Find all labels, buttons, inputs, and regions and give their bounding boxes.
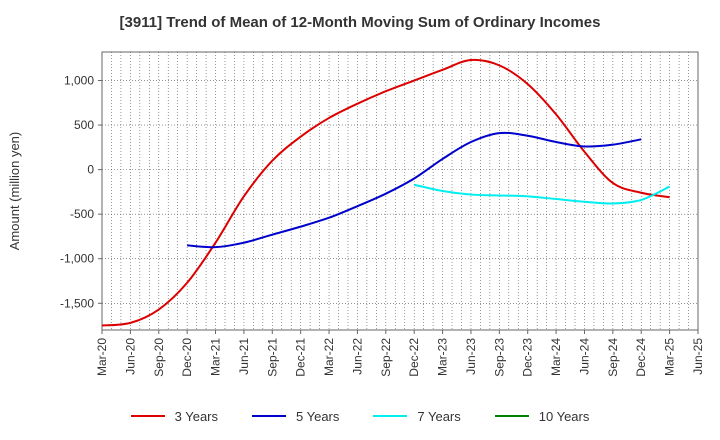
- y-tick-label: -1,000: [60, 252, 94, 266]
- x-tick-label: Sep-24: [606, 338, 620, 377]
- x-tick-label: Jun-20: [123, 338, 137, 375]
- y-axis-label: Amount (million yen): [7, 132, 22, 251]
- x-tick-label: Sep-21: [265, 338, 279, 377]
- x-tick-label: Dec-20: [180, 338, 194, 377]
- x-axis-ticks: Mar-20 Jun-20 Sep-20 Dec-20 Mar-21 Jun-21 Sep-…: [95, 330, 705, 377]
- x-tick-label: Mar-20: [95, 338, 109, 376]
- series-lines: [101, 58, 671, 327]
- x-tick-label: Dec-23: [521, 338, 535, 377]
- plot-area-frame: [101, 51, 699, 331]
- legend-label: 10 Years: [538, 408, 590, 424]
- legend-label: 3 Years: [174, 408, 218, 424]
- x-tick-label: Sep-22: [379, 338, 393, 377]
- x-tick-label: Dec-24: [634, 338, 648, 377]
- x-tick-label: Mar-21: [209, 338, 223, 376]
- y-tick-label: -1,500: [60, 296, 94, 310]
- x-tick-label: Mar-23: [436, 338, 450, 376]
- x-tick-label: Jun-23: [464, 338, 478, 375]
- x-tick-label: Mar-22: [322, 338, 336, 376]
- y-tick-label: 0: [87, 163, 94, 177]
- x-tick-label: Mar-24: [549, 338, 563, 376]
- series-line-5-years: [187, 131, 642, 249]
- x-tick-label: Sep-20: [152, 338, 166, 377]
- legend-swatch: [130, 415, 165, 417]
- x-tick-label: Jun-24: [577, 338, 591, 375]
- legend-item-5-years: 5 Years: [252, 404, 339, 428]
- chart-title: [3911] Trend of Mean of 12-Month Moving …: [119, 14, 601, 31]
- y-tick-label: 1,000: [64, 74, 94, 88]
- x-tick-label: Jun-22: [350, 338, 364, 375]
- legend-swatch: [252, 415, 286, 417]
- legend-item-3-years: 3 Years: [130, 404, 218, 428]
- legend-label: 5 Years: [296, 408, 340, 424]
- legend-swatch: [373, 415, 408, 417]
- y-tick-label: -500: [70, 207, 94, 221]
- grid-lines: [102, 52, 698, 330]
- legend: 3 Years 5 Years 7 Years 10 Years: [0, 404, 720, 428]
- x-tick-label: Dec-22: [407, 338, 421, 377]
- x-tick-label: Jun-25: [691, 338, 705, 375]
- legend-item-10-years: 10 Years: [494, 404, 590, 428]
- x-tick-label: Jun-21: [237, 338, 251, 375]
- line-chart: 1,000 500 0 -500 -1,000 -1,500 Mar-20 Jun-20 Se…: [7, 51, 705, 377]
- x-tick-label: Dec-21: [294, 338, 308, 377]
- x-tick-label: Mar-25: [663, 338, 677, 376]
- x-tick-label: Sep-23: [492, 338, 506, 377]
- legend-label: 7 Years: [417, 408, 461, 424]
- legend-item-7-years: 7 Years: [373, 404, 461, 428]
- legend-swatch: [494, 415, 529, 417]
- y-axis-ticks: 1,000 500 0 -500 -1,000 -1,500: [60, 74, 102, 310]
- series-line-7-years: [413, 183, 671, 205]
- series-line-3-years: [101, 58, 670, 327]
- y-tick-label: 500: [74, 118, 94, 132]
